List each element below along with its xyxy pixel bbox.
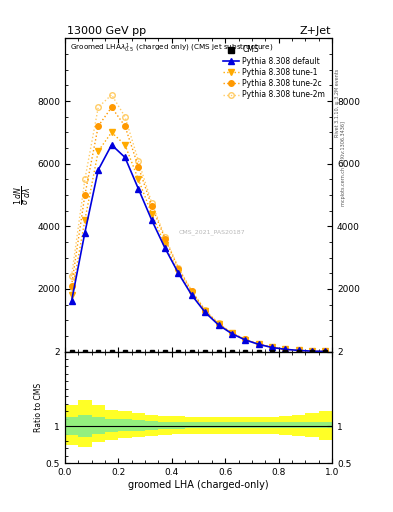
Legend: CMS, Pythia 8.308 default, Pythia 8.308 tune-1, Pythia 8.308 tune-2c, Pythia 8.3: CMS, Pythia 8.308 default, Pythia 8.308 …	[220, 42, 328, 102]
Text: Groomed LHA$\lambda^1_{0.5}$ (charged only) (CMS jet substructure): Groomed LHA$\lambda^1_{0.5}$ (charged on…	[70, 41, 274, 55]
Y-axis label: Ratio to CMS: Ratio to CMS	[34, 383, 43, 432]
Text: CMS_2021_PAS20187: CMS_2021_PAS20187	[178, 230, 245, 236]
Y-axis label: $\frac{1}{\sigma}\frac{dN}{d\lambda}$: $\frac{1}{\sigma}\frac{dN}{d\lambda}$	[13, 185, 34, 204]
Text: Rivet 3.1.10, ≥ 3.2M events: Rivet 3.1.10, ≥ 3.2M events	[335, 68, 340, 137]
Text: Z+Jet: Z+Jet	[299, 26, 331, 36]
X-axis label: groomed LHA (charged-only): groomed LHA (charged-only)	[128, 480, 269, 490]
Text: mcplots.cern.ch [arXiv:1306.3436]: mcplots.cern.ch [arXiv:1306.3436]	[341, 121, 346, 206]
Text: 13000 GeV pp: 13000 GeV pp	[67, 26, 146, 36]
